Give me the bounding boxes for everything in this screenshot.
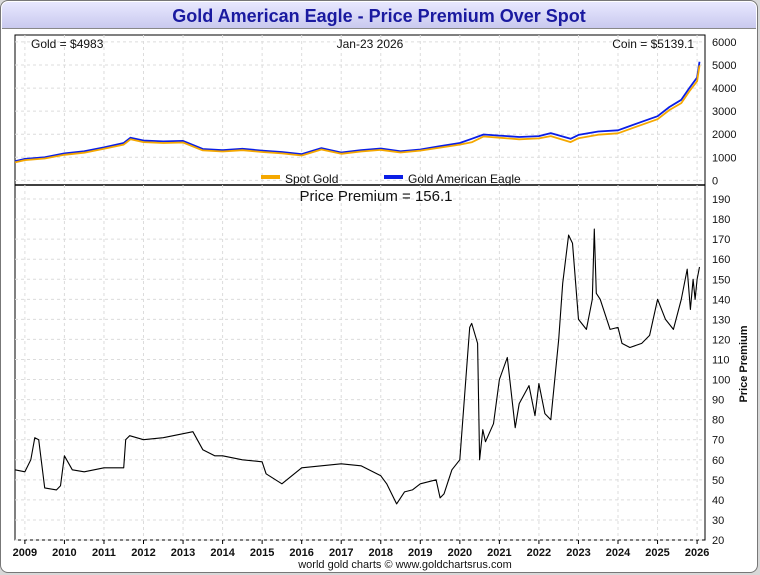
gold-price-label: Gold = $4983 — [31, 37, 104, 51]
x-tick-label-2022: 2022 — [527, 547, 551, 559]
x-tick-label-2025: 2025 — [645, 547, 669, 559]
x-tick-label-2014: 2014 — [210, 547, 235, 559]
legend-label-eagle: Gold American Eagle — [408, 172, 521, 186]
y-tick-label-prem-150: 150 — [712, 274, 730, 286]
y-tick-label-prem-40: 40 — [712, 495, 724, 507]
x-tick-label-2019: 2019 — [408, 547, 432, 559]
y-tick-label-prem-170: 170 — [712, 234, 730, 246]
date-label: Jan-23 2026 — [337, 37, 404, 51]
y-tick-label-prem-90: 90 — [712, 395, 724, 407]
eagle-line — [14, 61, 701, 163]
x-tick-label-2012: 2012 — [131, 547, 155, 559]
y-tick-label-prem-190: 190 — [712, 194, 730, 206]
y-tick-label-top-5000: 5000 — [712, 60, 736, 72]
legend-swatch-eagle — [384, 175, 403, 179]
x-tick-label-2023: 2023 — [566, 547, 590, 559]
chart-title: Gold American Eagle - Price Premium Over… — [2, 2, 756, 29]
premium-lines — [14, 228, 701, 505]
x-tick-label-2024: 2024 — [606, 547, 631, 559]
x-tick-label-2010: 2010 — [52, 547, 76, 559]
coin-price-label: Coin = $5139.1 — [612, 37, 694, 51]
y-tick-label-prem-130: 130 — [712, 314, 730, 326]
y-tick-label-prem-20: 20 — [712, 535, 724, 547]
y-tick-label-top-6000: 6000 — [712, 37, 736, 49]
y-tick-label-prem-50: 50 — [712, 475, 724, 487]
y-tick-label-prem-70: 70 — [712, 435, 724, 447]
y-tick-label-prem-180: 180 — [712, 214, 730, 226]
y-tick-label-prem-160: 160 — [712, 254, 730, 266]
x-tick-label-2011: 2011 — [92, 547, 116, 559]
y-tick-label-top-3000: 3000 — [712, 106, 736, 118]
spot-gold-line — [14, 65, 701, 164]
y-tick-label-prem-30: 30 — [712, 515, 724, 527]
x-tick-label-2015: 2015 — [250, 547, 274, 559]
premium-title: Price Premium = 156.1 — [300, 188, 453, 205]
y-tick-label-top-4000: 4000 — [712, 83, 736, 95]
y-tick-label-top-2000: 2000 — [712, 129, 736, 141]
y-tick-label-prem-60: 60 — [712, 455, 724, 467]
y-axis-label: Price Premium — [738, 325, 750, 402]
y-tick-label-top-1000: 1000 — [712, 152, 736, 164]
x-tick-label-2017: 2017 — [329, 547, 353, 559]
plot-area-border — [14, 34, 706, 541]
y-tick-label-top-0: 0 — [712, 175, 718, 187]
grid-lines — [15, 35, 705, 541]
legend-swatch-spot — [261, 175, 280, 179]
footer-credit: world gold charts © www.goldchartsrus.co… — [297, 559, 512, 571]
x-tick-label-2026: 2026 — [685, 547, 709, 559]
legend-label-spot: Spot Gold — [285, 172, 338, 186]
x-tick-label-2018: 2018 — [369, 547, 393, 559]
y-tick-label-prem-140: 140 — [712, 294, 730, 306]
y-tick-label-prem-110: 110 — [712, 354, 730, 366]
x-tick-label-2013: 2013 — [171, 547, 195, 559]
x-tick-label-2009: 2009 — [13, 547, 37, 559]
y-tick-label-prem-80: 80 — [712, 415, 724, 427]
x-tick-label-2021: 2021 — [487, 547, 511, 559]
x-tick-label-2016: 2016 — [289, 547, 313, 559]
premium-line — [14, 228, 701, 505]
x-tick-label-2020: 2020 — [448, 547, 472, 559]
y-tick-label-prem-100: 100 — [712, 375, 730, 387]
y-tick-label-prem-120: 120 — [712, 334, 730, 346]
tick-labels: 2009 2010 2011 2012 2013 2014 2015 2016 2017 2018… — [13, 37, 737, 559]
price-lines — [14, 61, 701, 164]
